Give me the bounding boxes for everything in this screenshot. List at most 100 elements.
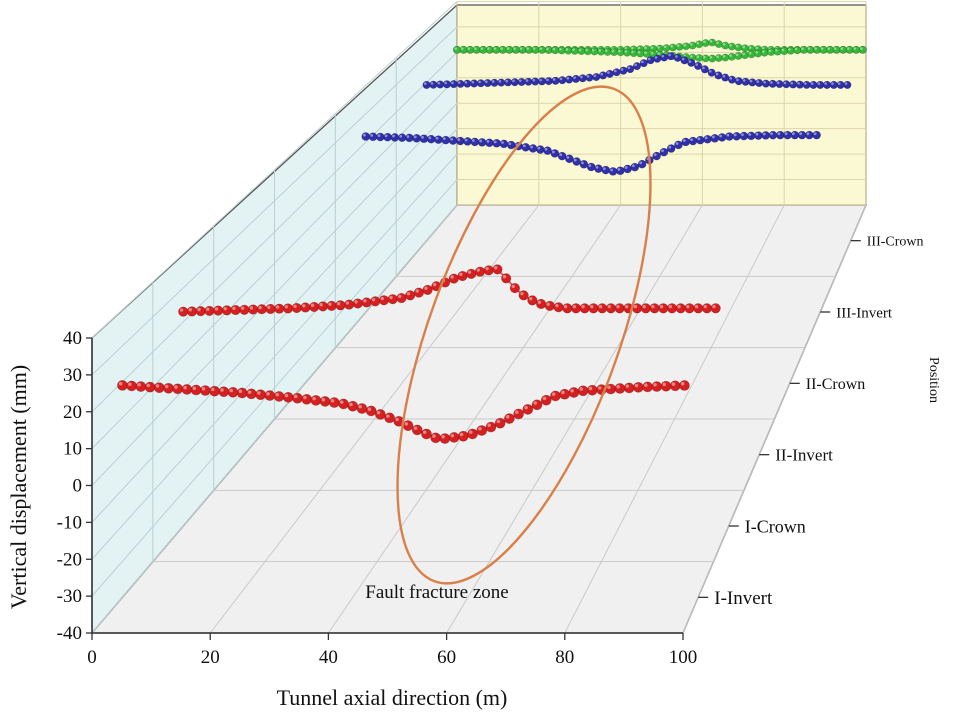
data-point [721, 41, 730, 50]
data-point [230, 304, 241, 316]
data-point-highlight [613, 69, 617, 73]
data-point-highlight [501, 141, 504, 144]
data-point-highlight [580, 75, 583, 79]
data-point [675, 303, 686, 314]
data-point-highlight [748, 51, 752, 55]
data-point-highlight [544, 147, 548, 151]
data-point [264, 390, 276, 401]
data-point [646, 56, 655, 65]
y-tick-label: 30 [63, 365, 82, 386]
data-point [858, 45, 867, 54]
data-point [405, 133, 414, 143]
data-point [701, 54, 710, 63]
data-point-highlight [275, 305, 280, 309]
data-point-highlight [432, 434, 436, 438]
data-point [551, 76, 560, 85]
data-point [531, 77, 540, 86]
data-point-highlight [457, 81, 461, 84]
y-tick-label: 20 [63, 402, 82, 423]
data-point [396, 292, 407, 304]
data-point-highlight [770, 132, 773, 136]
data-point-highlight [729, 77, 732, 80]
data-point [282, 391, 294, 403]
data-point [695, 54, 704, 62]
data-point-highlight [524, 405, 528, 410]
data-point-highlight [552, 78, 556, 81]
data-point-highlight [428, 136, 432, 140]
data-point-highlight [519, 47, 523, 50]
data-point [629, 49, 638, 58]
data-point-highlight [641, 60, 644, 64]
data-point [449, 80, 458, 89]
data-point [734, 77, 743, 86]
data-point-highlight [406, 135, 410, 138]
data-point [660, 53, 669, 62]
data-point [614, 303, 625, 314]
data-point-highlight [801, 47, 804, 50]
data-point [492, 138, 501, 148]
data-point-highlight [551, 392, 556, 396]
data-point-highlight [748, 46, 752, 49]
data-point [274, 303, 285, 314]
data-point [845, 45, 854, 54]
data-point [734, 52, 743, 60]
data-point [209, 385, 220, 397]
data-point-highlight [616, 384, 620, 389]
data-point [577, 385, 589, 397]
data-point-highlight [694, 304, 699, 309]
data-point-highlight [370, 133, 374, 137]
data-point-highlight [579, 387, 584, 391]
data-point [361, 132, 371, 141]
data-point-highlight [174, 385, 178, 389]
data-point-highlight [464, 138, 468, 142]
data-point-highlight [607, 304, 611, 309]
y-tick-label: -10 [57, 512, 82, 533]
data-point-highlight [634, 63, 637, 67]
data-point [565, 75, 574, 84]
data-point [675, 42, 684, 51]
data-point-highlight [607, 71, 610, 74]
data-point-highlight [371, 297, 376, 302]
data-point [370, 296, 381, 307]
data-point [476, 425, 488, 436]
data-point [521, 142, 531, 152]
data-point [610, 48, 618, 57]
data-point-highlight [179, 308, 184, 312]
data-point-highlight [581, 161, 584, 165]
data-point-highlight [709, 39, 713, 43]
data-point-highlight [807, 47, 811, 50]
data-point-highlight [703, 55, 706, 59]
data-point [397, 133, 407, 142]
back-wall [456, 4, 867, 206]
data-point-highlight [486, 139, 490, 143]
z-tick-label: I-Crown [745, 516, 806, 536]
data-point-highlight [729, 54, 732, 57]
data-point-highlight [627, 66, 631, 70]
data-point [239, 304, 250, 315]
data-point-highlight [653, 153, 657, 157]
data-point [402, 420, 414, 431]
data-point [649, 303, 660, 314]
data-point-highlight [206, 307, 210, 311]
data-point-highlight [437, 81, 441, 85]
data-point-highlight [508, 142, 512, 146]
data-point [135, 381, 147, 392]
data-point-highlight [657, 52, 660, 55]
data-point [282, 303, 294, 314]
data-point-highlight [506, 47, 510, 50]
data-point-highlight [820, 47, 824, 50]
data-point-highlight [697, 137, 701, 141]
data-point-highlight [742, 52, 745, 56]
data-point-highlight [661, 149, 664, 153]
data-point-highlight [647, 57, 651, 61]
data-point [338, 398, 349, 410]
data-point [652, 151, 661, 161]
data-point-highlight [496, 419, 501, 424]
data-point [459, 45, 468, 54]
data-point [472, 45, 481, 54]
data-point [714, 40, 723, 49]
data-point-highlight [657, 46, 660, 49]
data-point [448, 273, 459, 284]
data-point-highlight [424, 286, 428, 290]
data-point-highlight [384, 134, 388, 138]
